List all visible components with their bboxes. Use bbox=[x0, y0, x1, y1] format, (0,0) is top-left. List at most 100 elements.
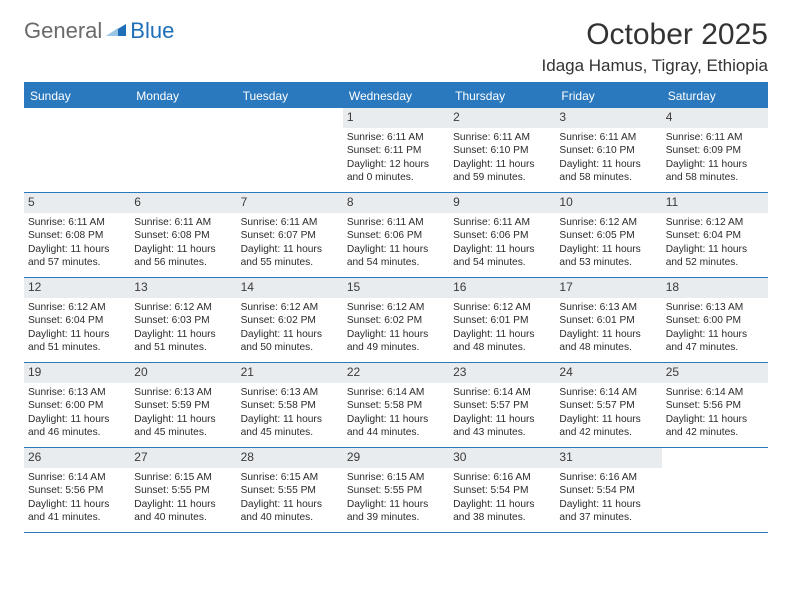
daylight-line: Daylight: 11 hours and 55 minutes. bbox=[241, 243, 339, 270]
sunrise-line: Sunrise: 6:16 AM bbox=[559, 471, 657, 484]
sunset-line: Sunset: 5:56 PM bbox=[28, 484, 126, 497]
sunset-line: Sunset: 6:04 PM bbox=[28, 314, 126, 327]
day-number: 25 bbox=[662, 363, 768, 383]
sunrise-line: Sunrise: 6:11 AM bbox=[241, 216, 339, 229]
month-title: October 2025 bbox=[542, 18, 768, 52]
day-number: 2 bbox=[449, 108, 555, 128]
daylight-line: Daylight: 11 hours and 51 minutes. bbox=[134, 328, 232, 355]
weeks-container: 1Sunrise: 6:11 AMSunset: 6:11 PMDaylight… bbox=[24, 108, 768, 533]
daylight-line: Daylight: 11 hours and 49 minutes. bbox=[347, 328, 445, 355]
sunset-line: Sunset: 5:58 PM bbox=[241, 399, 339, 412]
sunrise-line: Sunrise: 6:12 AM bbox=[347, 301, 445, 314]
day-cell: 25Sunrise: 6:14 AMSunset: 5:56 PMDayligh… bbox=[662, 363, 768, 447]
sunset-line: Sunset: 5:57 PM bbox=[453, 399, 551, 412]
sunset-line: Sunset: 6:00 PM bbox=[666, 314, 764, 327]
sunrise-line: Sunrise: 6:13 AM bbox=[241, 386, 339, 399]
daylight-line: Daylight: 11 hours and 42 minutes. bbox=[559, 413, 657, 440]
sunset-line: Sunset: 5:54 PM bbox=[559, 484, 657, 497]
day-number: 15 bbox=[343, 278, 449, 298]
day-cell: 27Sunrise: 6:15 AMSunset: 5:55 PMDayligh… bbox=[130, 448, 236, 532]
day-cell: 11Sunrise: 6:12 AMSunset: 6:04 PMDayligh… bbox=[662, 193, 768, 277]
day-cell: 16Sunrise: 6:12 AMSunset: 6:01 PMDayligh… bbox=[449, 278, 555, 362]
day-cell: 23Sunrise: 6:14 AMSunset: 5:57 PMDayligh… bbox=[449, 363, 555, 447]
daylight-line: Daylight: 11 hours and 42 minutes. bbox=[666, 413, 764, 440]
day-cell: 26Sunrise: 6:14 AMSunset: 5:56 PMDayligh… bbox=[24, 448, 130, 532]
day-cell: 5Sunrise: 6:11 AMSunset: 6:08 PMDaylight… bbox=[24, 193, 130, 277]
week-row: 1Sunrise: 6:11 AMSunset: 6:11 PMDaylight… bbox=[24, 108, 768, 193]
day-cell bbox=[237, 108, 343, 192]
sunset-line: Sunset: 5:59 PM bbox=[134, 399, 232, 412]
day-number: 8 bbox=[343, 193, 449, 213]
dow-label: Thursday bbox=[449, 84, 555, 108]
sunset-line: Sunset: 6:08 PM bbox=[28, 229, 126, 242]
sunrise-line: Sunrise: 6:15 AM bbox=[134, 471, 232, 484]
daylight-line: Daylight: 12 hours and 0 minutes. bbox=[347, 158, 445, 185]
sunrise-line: Sunrise: 6:12 AM bbox=[559, 216, 657, 229]
day-cell: 14Sunrise: 6:12 AMSunset: 6:02 PMDayligh… bbox=[237, 278, 343, 362]
logo-text-general: General bbox=[24, 18, 102, 44]
location-label: Idaga Hamus, Tigray, Ethiopia bbox=[542, 56, 768, 76]
sunrise-line: Sunrise: 6:15 AM bbox=[241, 471, 339, 484]
daylight-line: Daylight: 11 hours and 39 minutes. bbox=[347, 498, 445, 525]
day-of-week-header: SundayMondayTuesdayWednesdayThursdayFrid… bbox=[24, 84, 768, 108]
daylight-line: Daylight: 11 hours and 54 minutes. bbox=[347, 243, 445, 270]
sunrise-line: Sunrise: 6:11 AM bbox=[453, 216, 551, 229]
sunset-line: Sunset: 6:04 PM bbox=[666, 229, 764, 242]
sunrise-line: Sunrise: 6:11 AM bbox=[347, 131, 445, 144]
daylight-line: Daylight: 11 hours and 53 minutes. bbox=[559, 243, 657, 270]
title-block: October 2025 Idaga Hamus, Tigray, Ethiop… bbox=[542, 18, 768, 76]
day-number: 30 bbox=[449, 448, 555, 468]
daylight-line: Daylight: 11 hours and 46 minutes. bbox=[28, 413, 126, 440]
sunrise-line: Sunrise: 6:12 AM bbox=[134, 301, 232, 314]
daylight-line: Daylight: 11 hours and 37 minutes. bbox=[559, 498, 657, 525]
sunrise-line: Sunrise: 6:11 AM bbox=[347, 216, 445, 229]
logo: General Blue bbox=[24, 18, 174, 44]
day-cell: 12Sunrise: 6:12 AMSunset: 6:04 PMDayligh… bbox=[24, 278, 130, 362]
daylight-line: Daylight: 11 hours and 52 minutes. bbox=[666, 243, 764, 270]
sunrise-line: Sunrise: 6:11 AM bbox=[453, 131, 551, 144]
daylight-line: Daylight: 11 hours and 43 minutes. bbox=[453, 413, 551, 440]
day-cell bbox=[662, 448, 768, 532]
sunrise-line: Sunrise: 6:11 AM bbox=[28, 216, 126, 229]
daylight-line: Daylight: 11 hours and 40 minutes. bbox=[241, 498, 339, 525]
logo-mark-icon bbox=[106, 22, 128, 43]
sunrise-line: Sunrise: 6:13 AM bbox=[28, 386, 126, 399]
sunrise-line: Sunrise: 6:15 AM bbox=[347, 471, 445, 484]
day-cell: 10Sunrise: 6:12 AMSunset: 6:05 PMDayligh… bbox=[555, 193, 661, 277]
daylight-line: Daylight: 11 hours and 48 minutes. bbox=[559, 328, 657, 355]
day-cell: 20Sunrise: 6:13 AMSunset: 5:59 PMDayligh… bbox=[130, 363, 236, 447]
day-number: 13 bbox=[130, 278, 236, 298]
day-number: 21 bbox=[237, 363, 343, 383]
sunset-line: Sunset: 5:56 PM bbox=[666, 399, 764, 412]
week-row: 19Sunrise: 6:13 AMSunset: 6:00 PMDayligh… bbox=[24, 363, 768, 448]
sunset-line: Sunset: 6:00 PM bbox=[28, 399, 126, 412]
day-number: 28 bbox=[237, 448, 343, 468]
day-number: 22 bbox=[343, 363, 449, 383]
sunrise-line: Sunrise: 6:14 AM bbox=[347, 386, 445, 399]
dow-label: Wednesday bbox=[343, 84, 449, 108]
day-number: 4 bbox=[662, 108, 768, 128]
day-number: 5 bbox=[24, 193, 130, 213]
day-cell: 4Sunrise: 6:11 AMSunset: 6:09 PMDaylight… bbox=[662, 108, 768, 192]
daylight-line: Daylight: 11 hours and 38 minutes. bbox=[453, 498, 551, 525]
week-row: 26Sunrise: 6:14 AMSunset: 5:56 PMDayligh… bbox=[24, 448, 768, 533]
day-cell: 19Sunrise: 6:13 AMSunset: 6:00 PMDayligh… bbox=[24, 363, 130, 447]
day-number: 17 bbox=[555, 278, 661, 298]
day-cell: 31Sunrise: 6:16 AMSunset: 5:54 PMDayligh… bbox=[555, 448, 661, 532]
day-cell: 22Sunrise: 6:14 AMSunset: 5:58 PMDayligh… bbox=[343, 363, 449, 447]
day-number: 12 bbox=[24, 278, 130, 298]
day-cell: 29Sunrise: 6:15 AMSunset: 5:55 PMDayligh… bbox=[343, 448, 449, 532]
sunrise-line: Sunrise: 6:12 AM bbox=[28, 301, 126, 314]
sunset-line: Sunset: 6:09 PM bbox=[666, 144, 764, 157]
daylight-line: Daylight: 11 hours and 44 minutes. bbox=[347, 413, 445, 440]
daylight-line: Daylight: 11 hours and 59 minutes. bbox=[453, 158, 551, 185]
day-cell: 1Sunrise: 6:11 AMSunset: 6:11 PMDaylight… bbox=[343, 108, 449, 192]
day-number: 1 bbox=[343, 108, 449, 128]
day-cell: 18Sunrise: 6:13 AMSunset: 6:00 PMDayligh… bbox=[662, 278, 768, 362]
sunrise-line: Sunrise: 6:12 AM bbox=[666, 216, 764, 229]
day-number: 24 bbox=[555, 363, 661, 383]
day-cell: 15Sunrise: 6:12 AMSunset: 6:02 PMDayligh… bbox=[343, 278, 449, 362]
sunset-line: Sunset: 5:57 PM bbox=[559, 399, 657, 412]
sunset-line: Sunset: 5:54 PM bbox=[453, 484, 551, 497]
sunrise-line: Sunrise: 6:11 AM bbox=[134, 216, 232, 229]
